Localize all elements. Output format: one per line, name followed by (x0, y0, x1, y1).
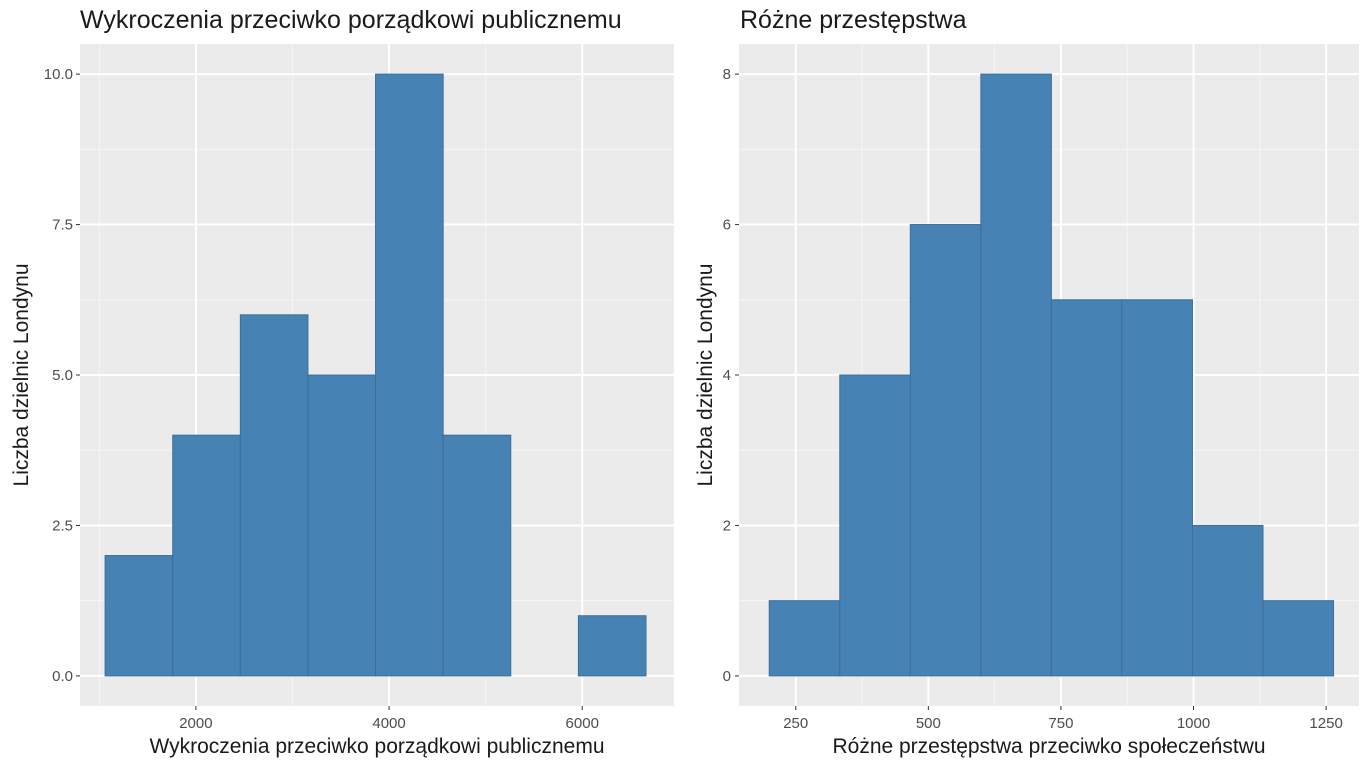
histogram-bar (375, 73, 444, 677)
histogram-bar (1121, 299, 1193, 677)
histogram-bar (442, 434, 512, 677)
histogram-bar (1050, 299, 1123, 677)
x-tick-label: 2000 (179, 715, 212, 732)
histogram-bar (1262, 600, 1335, 677)
histogram-bar (104, 555, 174, 677)
y-tick-label: 6 (723, 217, 731, 234)
histogram-bar (577, 615, 647, 677)
chart-panel-2 (735, 44, 1359, 710)
y-tick-label: 0.0 (52, 668, 73, 685)
x-tick-label: 250 (783, 715, 808, 732)
chart-title: Różne przestępstwa (740, 6, 967, 34)
histogram-bar (839, 374, 911, 677)
y-tick-label: 0 (723, 668, 731, 685)
y-tick-label: 4 (723, 367, 731, 384)
histogram-bar (768, 600, 841, 677)
y-tick-label: 7.5 (52, 217, 73, 234)
y-tick-label: 2 (723, 517, 731, 534)
histogram-bar (980, 73, 1052, 677)
x-tick-label: 750 (1048, 715, 1073, 732)
chart-title: Wykroczenia przeciwko porządkowi publicz… (80, 6, 622, 34)
x-tick-label: 500 (916, 715, 941, 732)
histogram-bar (1191, 524, 1264, 677)
y-tick-label: 5.0 (52, 367, 73, 384)
histogram-bar (239, 314, 309, 677)
x-axis-label: Wykroczenia przeciwko porządkowi publicz… (150, 735, 605, 758)
x-tick-label: 4000 (372, 715, 405, 732)
y-tick-label: 10.0 (44, 66, 73, 83)
x-tick-label: 1000 (1177, 715, 1210, 732)
histogram-bar (307, 374, 377, 677)
histogram-bar (909, 224, 982, 677)
y-axis-label: Liczba dzielnic Londynu (10, 264, 33, 487)
x-axis-label: Różne przestępstwa przeciwko społeczeńst… (832, 735, 1265, 758)
y-tick-label: 2.5 (52, 517, 73, 534)
y-tick-label: 8 (723, 66, 731, 83)
chart-panel-1 (76, 44, 674, 710)
y-axis-label: Liczba dzielnic Londynu (694, 264, 717, 487)
x-tick-label: 1250 (1309, 715, 1342, 732)
x-tick-label: 6000 (566, 715, 599, 732)
histogram-bar (172, 434, 241, 677)
